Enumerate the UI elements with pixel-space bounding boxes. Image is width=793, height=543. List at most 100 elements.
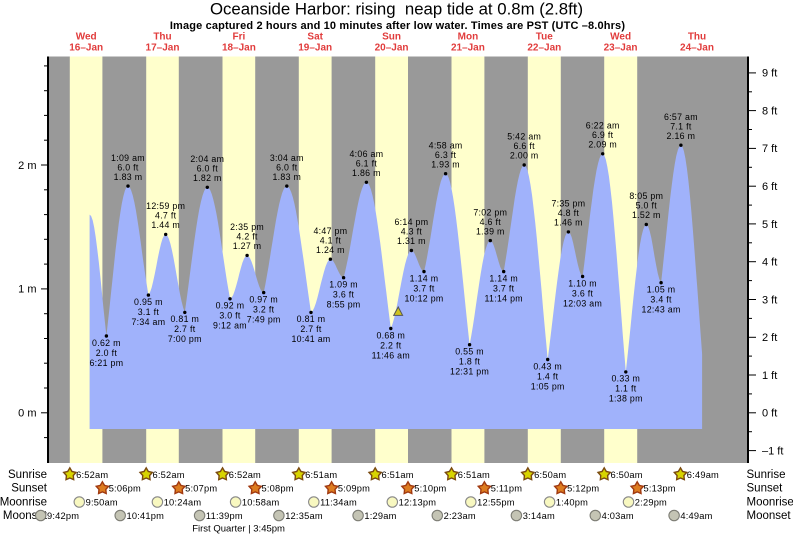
svg-text:12:13pm: 12:13pm <box>399 498 437 508</box>
svg-text:6:21 pm: 6:21 pm <box>89 358 123 368</box>
svg-text:5.0 ft: 5.0 ft <box>636 201 658 211</box>
svg-text:9:12 am: 9:12 am <box>213 321 247 331</box>
svg-text:7:34 am: 7:34 am <box>131 317 165 327</box>
svg-text:1.8 ft: 1.8 ft <box>459 357 481 367</box>
svg-text:4.3 ft: 4.3 ft <box>401 227 423 237</box>
svg-text:6:57 am: 6:57 am <box>664 112 698 122</box>
svg-text:10:24am: 10:24am <box>164 498 202 508</box>
svg-text:1.4 ft: 1.4 ft <box>537 371 559 381</box>
svg-text:1.1 ft: 1.1 ft <box>615 384 637 394</box>
svg-text:Sunrise: Sunrise <box>747 469 786 481</box>
svg-text:5:08pm: 5:08pm <box>262 484 294 494</box>
svg-text:11:39pm: 11:39pm <box>206 511 243 521</box>
svg-text:5:42 am: 5:42 am <box>507 132 541 142</box>
svg-text:10:58am: 10:58am <box>242 498 280 508</box>
svg-text:Moonrise: Moonrise <box>0 497 47 509</box>
svg-text:6:51am: 6:51am <box>458 470 490 480</box>
svg-text:4:47 pm: 4:47 pm <box>313 226 347 236</box>
svg-text:6.0 ft: 6.0 ft <box>117 162 139 172</box>
svg-text:12:55pm: 12:55pm <box>477 498 515 508</box>
svg-text:19–Jan: 19–Jan <box>298 42 332 53</box>
svg-text:0.97 m: 0.97 m <box>249 294 278 304</box>
svg-text:1 m: 1 m <box>18 284 36 296</box>
svg-text:2:04 am: 2:04 am <box>190 154 224 164</box>
svg-text:5:09pm: 5:09pm <box>338 484 370 494</box>
svg-text:9:50am: 9:50am <box>86 498 118 508</box>
svg-text:1:09 am: 1:09 am <box>111 153 145 163</box>
svg-text:7 ft: 7 ft <box>762 143 777 155</box>
svg-text:3.6 ft: 3.6 ft <box>333 290 355 300</box>
svg-text:11:14 pm: 11:14 pm <box>484 293 522 303</box>
svg-text:4.8 ft: 4.8 ft <box>558 208 580 218</box>
svg-text:2 ft: 2 ft <box>762 332 777 344</box>
svg-text:Sun: Sun <box>382 31 401 42</box>
svg-text:1.52 m: 1.52 m <box>632 210 661 220</box>
svg-text:Thu: Thu <box>153 31 171 42</box>
svg-text:10:12 pm: 10:12 pm <box>404 293 443 303</box>
svg-text:2:23am: 2:23am <box>444 511 476 521</box>
svg-text:11:34am: 11:34am <box>320 498 357 508</box>
svg-text:Sunset: Sunset <box>747 483 784 495</box>
svg-text:2.7 ft: 2.7 ft <box>300 324 322 334</box>
svg-text:3 ft: 3 ft <box>762 294 777 306</box>
svg-text:21–Jan: 21–Jan <box>451 42 485 53</box>
svg-text:1.10 m: 1.10 m <box>568 278 597 288</box>
svg-text:4 ft: 4 ft <box>762 257 777 269</box>
svg-text:7:00 pm: 7:00 pm <box>168 334 202 344</box>
svg-text:5:11pm: 5:11pm <box>491 484 523 494</box>
svg-text:5:13pm: 5:13pm <box>644 484 676 494</box>
svg-text:1.14 m: 1.14 m <box>489 273 518 283</box>
svg-text:10:41pm: 10:41pm <box>127 511 165 521</box>
svg-text:6:14 pm: 6:14 pm <box>394 217 428 227</box>
svg-text:Sunset: Sunset <box>11 483 48 495</box>
svg-text:12:35am: 12:35am <box>285 511 323 521</box>
svg-text:Thu: Thu <box>688 31 706 42</box>
svg-text:7:02 pm: 7:02 pm <box>473 207 507 217</box>
svg-text:2.7 ft: 2.7 ft <box>174 324 196 334</box>
svg-text:Moonrise: Moonrise <box>747 497 793 509</box>
svg-text:1.93 m: 1.93 m <box>431 159 460 169</box>
svg-text:11:46 am: 11:46 am <box>372 350 410 360</box>
svg-text:1.44 m: 1.44 m <box>151 220 180 230</box>
svg-text:Mon: Mon <box>458 31 479 42</box>
svg-text:1.24 m: 1.24 m <box>316 245 345 255</box>
svg-text:0 ft: 0 ft <box>762 408 777 420</box>
svg-text:2.00 m: 2.00 m <box>510 151 539 161</box>
svg-text:4.2 ft: 4.2 ft <box>236 232 258 242</box>
svg-text:1.82 m: 1.82 m <box>193 173 222 183</box>
svg-text:3.7 ft: 3.7 ft <box>413 283 435 293</box>
svg-text:12:03 am: 12:03 am <box>563 298 602 308</box>
svg-text:18–Jan: 18–Jan <box>222 42 256 53</box>
svg-text:6:50am: 6:50am <box>611 470 643 480</box>
svg-text:1:38 pm: 1:38 pm <box>609 394 643 404</box>
svg-text:10:41 am: 10:41 am <box>291 334 330 344</box>
svg-text:6:52am: 6:52am <box>153 470 185 480</box>
svg-text:1.14 m: 1.14 m <box>410 273 439 283</box>
svg-text:Wed: Wed <box>610 31 631 42</box>
svg-text:0.81 m: 0.81 m <box>170 314 199 324</box>
svg-text:3.4 ft: 3.4 ft <box>650 295 672 305</box>
svg-text:5:12pm: 5:12pm <box>567 484 599 494</box>
svg-text:0.55 m: 0.55 m <box>455 347 484 357</box>
svg-text:8:55 pm: 8:55 pm <box>327 300 361 310</box>
svg-text:3:14am: 3:14am <box>523 511 555 521</box>
svg-text:1.39 m: 1.39 m <box>476 226 505 236</box>
svg-text:12:31 pm: 12:31 pm <box>450 367 489 377</box>
svg-text:2:35 pm: 2:35 pm <box>230 222 264 232</box>
svg-text:Tue: Tue <box>536 31 553 42</box>
svg-text:5:07pm: 5:07pm <box>185 484 217 494</box>
svg-text:8 ft: 8 ft <box>762 105 777 117</box>
svg-text:23–Jan: 23–Jan <box>604 42 638 53</box>
svg-text:1.05 m: 1.05 m <box>647 285 676 295</box>
svg-text:9 ft: 9 ft <box>762 68 777 80</box>
svg-text:Sat: Sat <box>307 31 323 42</box>
svg-text:2.2 ft: 2.2 ft <box>380 340 402 350</box>
svg-text:5 ft: 5 ft <box>762 219 777 231</box>
svg-text:3.7 ft: 3.7 ft <box>493 283 515 293</box>
svg-text:3.2 ft: 3.2 ft <box>253 304 275 314</box>
svg-text:4:49am: 4:49am <box>680 511 712 521</box>
svg-text:6:51am: 6:51am <box>382 470 414 480</box>
svg-text:2:29pm: 2:29pm <box>635 498 667 508</box>
svg-text:1:29am: 1:29am <box>364 511 396 521</box>
svg-text:6:51am: 6:51am <box>305 470 337 480</box>
